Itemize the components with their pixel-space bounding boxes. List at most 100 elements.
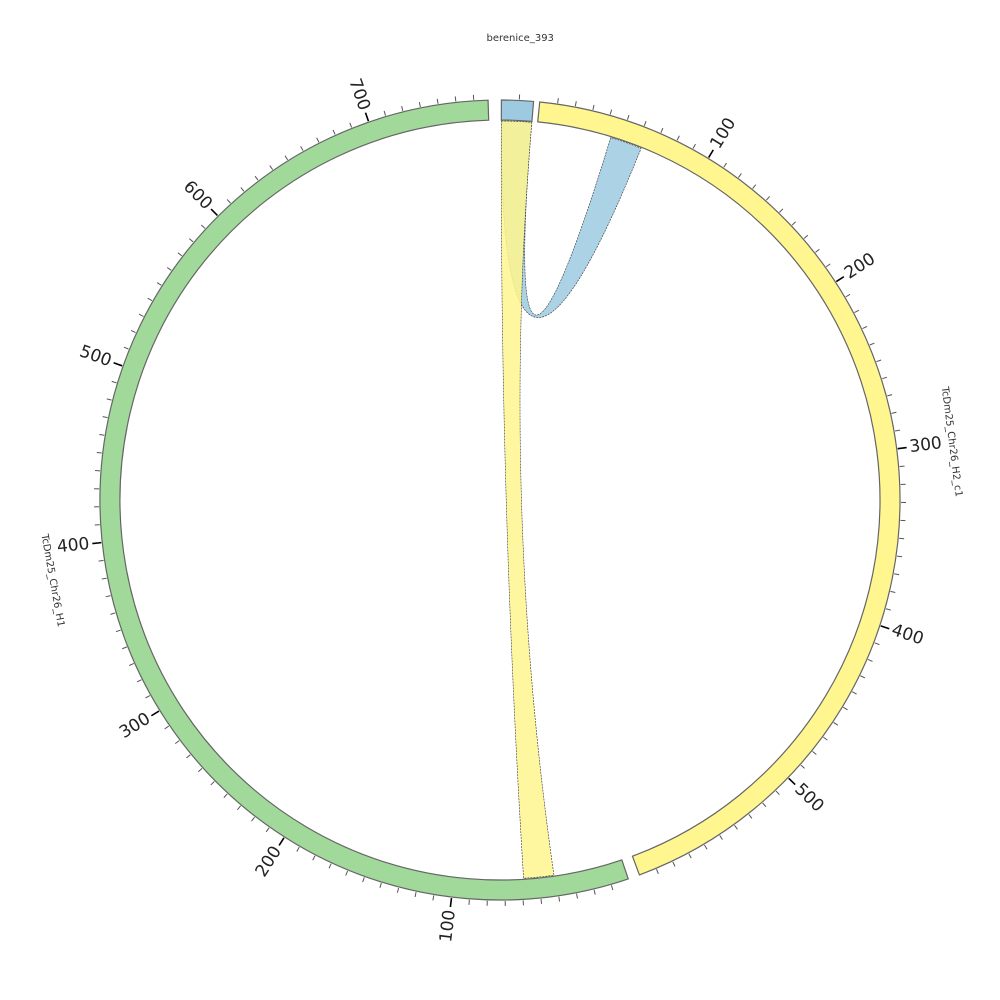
minor-tick [574,101,577,107]
minor-tick [748,814,753,819]
minor-tick [138,313,144,317]
segment-label-h2-c1: TcDm25_Chr26_H2_c1 [939,385,964,497]
minor-tick [592,104,595,111]
minor-tick [111,380,117,384]
major-tick [835,276,845,283]
minor-tick [885,608,891,611]
link-ribbon-2 [500,120,555,879]
minor-tick [316,137,320,143]
minor-tick [843,706,848,711]
minor-tick [609,109,613,115]
minor-tick [890,590,896,593]
minor-tick [96,451,102,454]
minor-tick [164,725,170,730]
minor-tick [576,893,578,899]
minor-tick [156,282,162,286]
minor-tick [99,433,105,436]
minor-tick [110,612,116,615]
minor-tick [894,573,900,576]
minor-tick [676,135,680,141]
major-tick [150,710,160,717]
minor-tick [130,330,136,334]
segment-berenice_393 [500,99,535,122]
minor-tick [762,802,767,808]
minor-tick [123,346,129,350]
minor-tick [436,98,439,104]
minor-tick [265,827,270,833]
minor-tick [129,662,135,666]
minor-tick [284,155,289,161]
minor-tick [643,121,647,127]
minor-tick [300,146,304,151]
major-tick [897,446,907,450]
major-tick [449,897,453,908]
minor-tick [174,740,180,745]
link-ribbon-1 [501,120,642,318]
minor-tick [660,127,664,133]
ticks: 100 200 300 400 500 100 200 300 400 500 600 700 [56,76,943,943]
minor-tick [166,267,172,271]
tick-label: 600 [179,177,216,214]
minor-tick [454,96,457,102]
minor-tick [867,658,873,662]
minor-tick [779,208,784,213]
major-tick [278,837,285,846]
major-tick [364,112,370,122]
minor-tick [704,844,708,850]
minor-tick [177,252,183,257]
minor-tick [147,297,153,302]
minor-tick [894,429,901,432]
segments [99,99,901,901]
minor-tick [891,411,897,414]
minor-tick [186,754,191,759]
minor-tick [887,394,893,397]
minor-tick [105,595,111,598]
minor-tick [851,691,857,695]
minor-tick [540,898,543,904]
segment-TcDm25_Chr26_H1 [99,99,630,901]
minor-tick [136,679,142,683]
minor-tick [803,234,809,239]
minor-tick [812,750,817,755]
minor-tick [854,309,860,313]
tick-label: 500 [790,779,827,816]
segment-TcDm25_Chr26_H2_c1 [537,101,901,876]
minor-tick [101,577,107,580]
minor-tick [122,646,128,650]
minor-tick [874,642,880,646]
minor-tick [734,824,738,830]
minor-tick [362,877,365,883]
minor-tick [106,398,112,401]
minor-tick [860,675,866,679]
minor-tick [719,835,723,840]
minor-tick [418,101,421,108]
minor-tick [882,376,888,380]
tick-label: 400 [56,534,90,557]
tick-label: 200 [841,249,879,283]
minor-tick [723,162,727,168]
minor-tick [869,342,875,346]
minor-tick [610,885,614,891]
ribbons [500,120,642,879]
minor-tick [688,853,692,859]
minor-tick [312,855,316,861]
minor-tick [226,199,231,204]
tick-label: 100 [436,909,460,944]
minor-tick [254,175,259,181]
minor-tick [345,870,349,876]
tick-label: 500 [77,342,114,372]
minor-tick [396,887,400,893]
minor-tick [383,110,387,116]
minor-tick [197,768,203,773]
minor-tick [237,805,242,810]
minor-tick [379,882,382,888]
major-tick [113,362,123,367]
minor-tick [223,793,228,798]
segment-label-berenice: berenice_393 [487,33,554,44]
minor-tick [833,722,839,726]
minor-tick [558,896,561,902]
tick-label: 100 [706,114,740,152]
minor-tick [692,143,696,149]
tick-label: 400 [889,620,926,649]
